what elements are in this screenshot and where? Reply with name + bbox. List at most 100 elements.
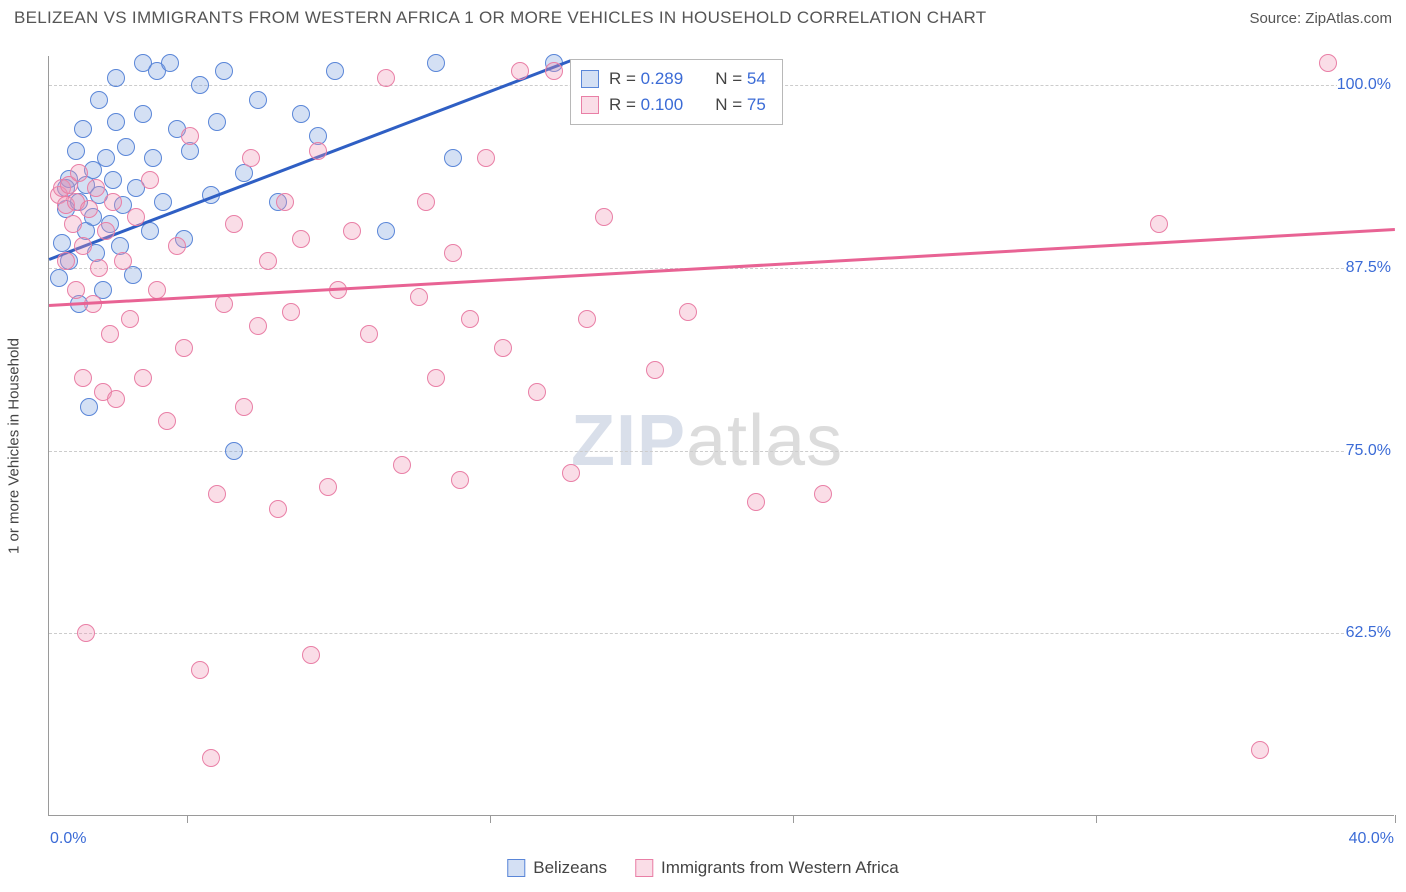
- data-point: [377, 222, 395, 240]
- data-point: [107, 113, 125, 131]
- data-point: [74, 237, 92, 255]
- data-point: [107, 69, 125, 87]
- r-label: R = 0.100: [609, 95, 683, 115]
- data-point: [242, 149, 260, 167]
- r-label: R = 0.289: [609, 69, 683, 89]
- data-point: [410, 288, 428, 306]
- x-axis-min-label: 0.0%: [50, 830, 86, 848]
- data-point: [101, 325, 119, 343]
- data-point: [427, 54, 445, 72]
- correlation-stats-legend: R = 0.289 N = 54 R = 0.100 N = 75: [570, 59, 783, 125]
- data-point: [64, 215, 82, 233]
- data-point: [57, 252, 75, 270]
- data-point: [343, 222, 361, 240]
- data-point: [1251, 741, 1269, 759]
- data-point: [74, 369, 92, 387]
- data-point: [377, 69, 395, 87]
- data-point: [74, 120, 92, 138]
- watermark: ZIPatlas: [571, 400, 843, 482]
- data-point: [208, 485, 226, 503]
- data-point: [117, 138, 135, 156]
- data-point: [679, 303, 697, 321]
- legend-label: Immigrants from Western Africa: [661, 858, 899, 878]
- data-point: [319, 478, 337, 496]
- data-point: [747, 493, 765, 511]
- legend-swatch: [635, 859, 653, 877]
- data-point: [70, 164, 88, 182]
- data-point: [67, 281, 85, 299]
- data-point: [477, 149, 495, 167]
- data-point: [562, 464, 580, 482]
- data-point: [80, 398, 98, 416]
- data-point: [154, 193, 172, 211]
- data-point: [326, 62, 344, 80]
- data-point: [90, 259, 108, 277]
- scatter-plot-area: ZIPatlas 62.5%75.0%87.5%100.0%: [48, 56, 1394, 816]
- data-point: [595, 208, 613, 226]
- data-point: [215, 62, 233, 80]
- data-point: [107, 390, 125, 408]
- y-axis-label: 1 or more Vehicles in Household: [6, 338, 23, 554]
- data-point: [1319, 54, 1337, 72]
- data-point: [124, 266, 142, 284]
- x-tick: [1096, 815, 1097, 823]
- data-point: [144, 149, 162, 167]
- data-point: [141, 171, 159, 189]
- data-point: [114, 252, 132, 270]
- data-point: [90, 91, 108, 109]
- x-axis-max-label: 40.0%: [1349, 830, 1394, 848]
- data-point: [417, 193, 435, 211]
- data-point: [528, 383, 546, 401]
- stat-row: R = 0.289 N = 54: [581, 66, 766, 92]
- data-point: [50, 269, 68, 287]
- grid-line: [49, 451, 1394, 452]
- data-point: [148, 281, 166, 299]
- data-point: [104, 193, 122, 211]
- chart-title: BELIZEAN VS IMMIGRANTS FROM WESTERN AFRI…: [14, 8, 987, 28]
- chart-header: BELIZEAN VS IMMIGRANTS FROM WESTERN AFRI…: [0, 0, 1406, 32]
- y-tick-label: 87.5%: [1346, 259, 1395, 277]
- x-tick: [490, 815, 491, 823]
- grid-line: [49, 633, 1394, 634]
- data-point: [208, 113, 226, 131]
- data-point: [158, 412, 176, 430]
- data-point: [427, 369, 445, 387]
- data-point: [191, 661, 209, 679]
- stat-row: R = 0.100 N = 75: [581, 92, 766, 118]
- data-point: [814, 485, 832, 503]
- data-point: [292, 105, 310, 123]
- data-point: [444, 244, 462, 262]
- data-point: [292, 230, 310, 248]
- data-point: [511, 62, 529, 80]
- x-tick: [1395, 815, 1396, 823]
- data-point: [282, 303, 300, 321]
- data-point: [646, 361, 664, 379]
- n-label: N = 54: [715, 69, 766, 89]
- legend-swatch: [507, 859, 525, 877]
- data-point: [461, 310, 479, 328]
- n-label: N = 75: [715, 95, 766, 115]
- y-tick-label: 75.0%: [1346, 442, 1395, 460]
- data-point: [494, 339, 512, 357]
- data-point: [393, 456, 411, 474]
- data-point: [259, 252, 277, 270]
- data-point: [309, 142, 327, 160]
- data-point: [225, 215, 243, 233]
- x-tick: [793, 815, 794, 823]
- data-point: [104, 171, 122, 189]
- data-point: [77, 624, 95, 642]
- data-point: [302, 646, 320, 664]
- legend-label: Belizeans: [533, 858, 607, 878]
- data-point: [545, 62, 563, 80]
- data-point: [87, 179, 105, 197]
- data-point: [215, 295, 233, 313]
- data-point: [161, 54, 179, 72]
- data-point: [249, 91, 267, 109]
- data-point: [360, 325, 378, 343]
- data-point: [121, 310, 139, 328]
- data-point: [269, 500, 287, 518]
- watermark-atlas: atlas: [686, 401, 843, 481]
- series-legend: Belizeans Immigrants from Western Africa: [507, 858, 898, 878]
- data-point: [168, 237, 186, 255]
- data-point: [80, 200, 98, 218]
